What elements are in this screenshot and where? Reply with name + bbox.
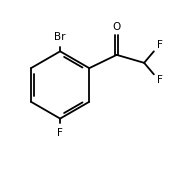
Text: O: O: [113, 22, 121, 32]
Text: F: F: [157, 41, 162, 50]
Text: Br: Br: [54, 32, 66, 42]
Text: F: F: [57, 128, 63, 138]
Text: F: F: [157, 75, 162, 85]
